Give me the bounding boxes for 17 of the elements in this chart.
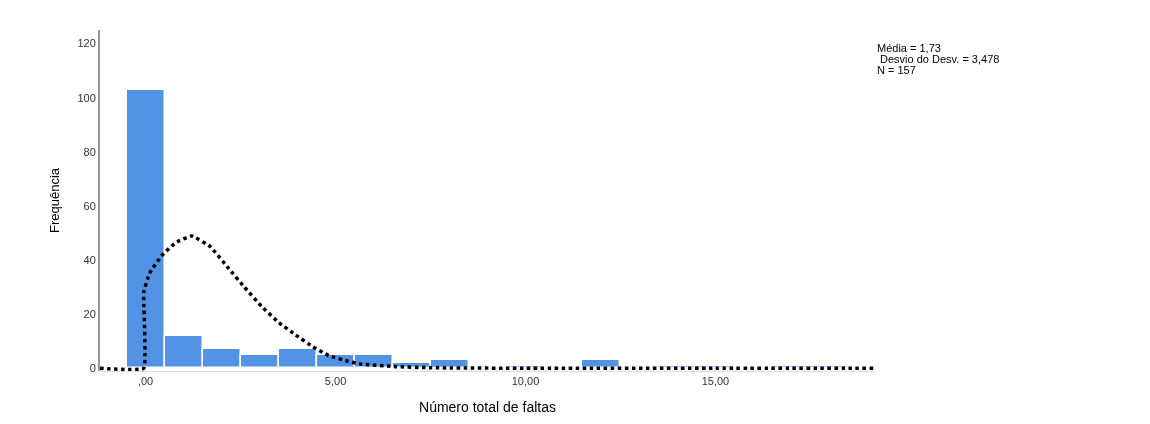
y-axis-title: Frequência (46, 167, 62, 234)
x-tick-label: 10,00 (511, 375, 540, 388)
text: N = 157 (877, 64, 916, 76)
x-tick-label: 15,00 (701, 375, 730, 388)
x-tick-label: 5,00 (324, 375, 347, 388)
y-tick-label: 60 (83, 199, 96, 212)
text: Desvio do Desv. = 3,478 (877, 53, 1000, 65)
y-tick-label: 20 (83, 308, 96, 321)
x-axis-title: Número total de faltas (419, 398, 556, 415)
line-series (100, 234, 875, 371)
y-tick-label: 100 (77, 91, 96, 104)
y-tick-label: 40 (83, 253, 96, 266)
y-tick-label: 80 (83, 145, 96, 158)
x-tick-label: ,00 (137, 375, 154, 388)
y-tick-label: 0 (89, 362, 96, 375)
text: Média = 1,73 (877, 42, 941, 54)
y-tick-label: 120 (77, 37, 96, 50)
